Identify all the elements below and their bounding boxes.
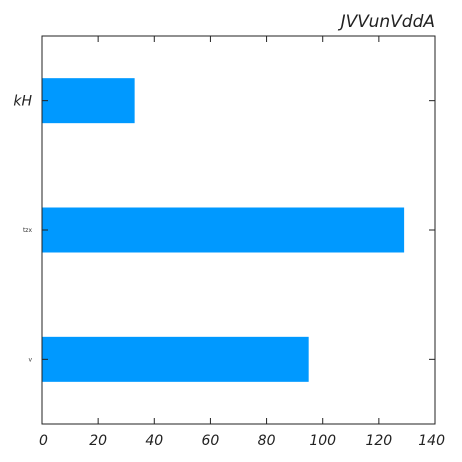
bar-v [42,336,309,382]
bar-kH [42,78,135,124]
bar-tzx [42,207,405,253]
chart-title: JVVunVddA [338,12,435,32]
tick-labels-group: kH tzx v 0 20 40 60 80 100 120 140 [13,94,445,449]
y-tick-label-tzx: tzx [23,227,33,234]
x-tick-label-0: 0 [39,433,48,449]
x-tick-label-80: 80 [258,433,276,449]
y-tick-label-v: v [28,356,32,363]
bars-group [42,78,405,382]
x-tick-label-40: 40 [145,433,163,449]
x-tick-label-100: 100 [309,433,336,449]
plot-frame [41,35,436,425]
x-tick-label-60: 60 [202,433,220,449]
x-tick-label-140: 140 [418,433,445,449]
y-tick-label-kH: kH [13,94,32,110]
x-tick-label-20: 20 [89,433,107,449]
x-tick-label-120: 120 [365,433,392,449]
